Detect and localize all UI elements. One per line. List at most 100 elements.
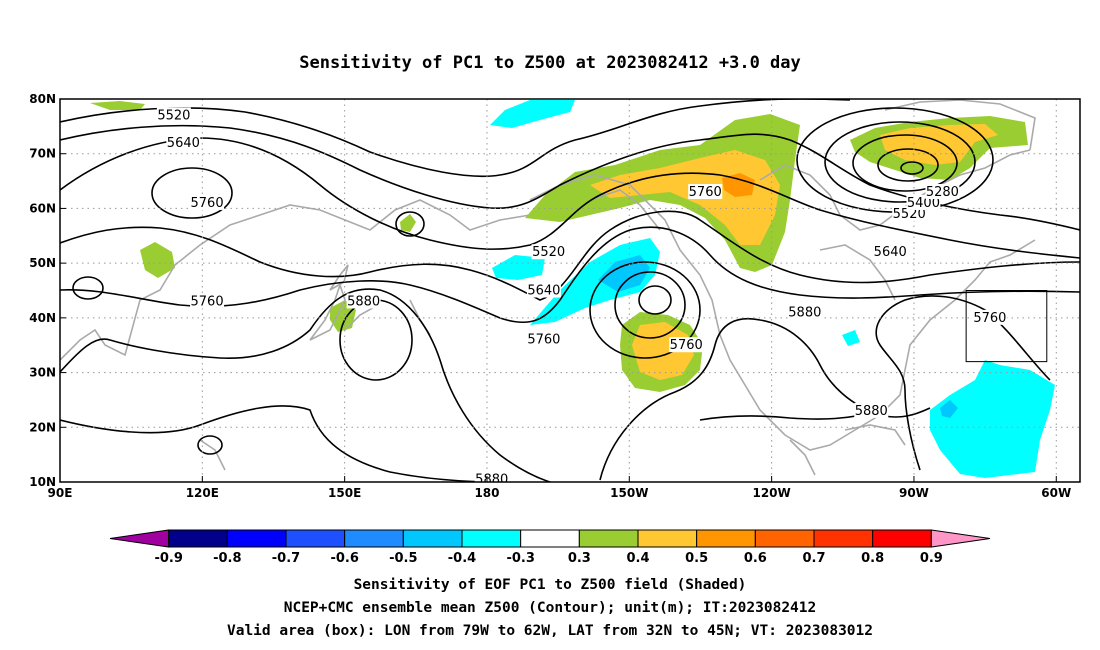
lon-tick-label: 150E <box>328 486 361 500</box>
lat-tick-label: 10N <box>29 475 56 489</box>
contour-label: 5280 <box>926 185 959 200</box>
colorbar-swatch <box>461 529 522 548</box>
colorbar-label: -0.8 <box>213 551 241 566</box>
map-frame <box>59 98 1081 483</box>
contour-label-bg <box>526 282 561 298</box>
shade-negative-gulf-of-alaska <box>492 255 545 280</box>
contour-label: 5880 <box>788 305 821 320</box>
contour-label-bg <box>190 293 225 309</box>
longitude-axis: 90E 120E 150E 180 150W 120W 90W 60W <box>48 476 1071 500</box>
colorbar-swatch <box>696 529 756 548</box>
colorbar-swatch <box>754 529 815 548</box>
contour-label: 5760 <box>191 196 224 211</box>
grid-lines <box>60 99 1080 482</box>
shade-negative-east-coast <box>842 330 860 346</box>
shade-negative-arctic <box>490 100 575 128</box>
colorbar-swatch <box>285 529 346 548</box>
contour-label-bg <box>873 244 908 260</box>
contour-label: 5640 <box>167 136 200 151</box>
colorbar-label: 0.5 <box>685 551 708 566</box>
contour-label-bg <box>190 194 225 210</box>
contour-label-bg <box>669 337 704 353</box>
lon-tick-label: 60W <box>1041 486 1071 500</box>
latitude-axis: 80N 70N 60N 50N 40N 30N 20N 10N <box>29 92 66 489</box>
lat-tick-label: 50N <box>29 256 56 270</box>
shade-positive-north-pacific-small <box>140 242 175 278</box>
colorbar-label: 0.7 <box>802 551 825 566</box>
colorbar-swatch <box>520 529 580 548</box>
contour-label: 5880 <box>475 472 508 487</box>
colorbar-label: -0.7 <box>272 551 300 566</box>
lat-tick-label: 60N <box>29 201 56 215</box>
lat-tick-label: 80N <box>29 92 56 106</box>
colorbar-swatch <box>109 529 170 548</box>
contour-label: 5520 <box>893 207 926 222</box>
colorbar-label: 0.9 <box>920 551 943 566</box>
sensitivity-shading <box>90 100 1055 478</box>
lat-tick-label: 30N <box>29 366 56 380</box>
colorbar-label: 0.3 <box>568 551 591 566</box>
contour-label-bg <box>688 184 723 200</box>
colorbar-label: -0.6 <box>330 551 358 566</box>
contour-label-bg <box>854 402 889 418</box>
contour-label: 5640 <box>527 284 560 299</box>
contour-label-bg <box>474 471 509 482</box>
contour-label: 5880 <box>855 404 888 419</box>
colorbar-swatch <box>402 529 463 548</box>
colorbar-swatch <box>872 529 932 548</box>
footer-line-1: Sensitivity of EOF PC1 to Z500 field (Sh… <box>354 577 747 593</box>
contour-label: 5760 <box>191 294 224 309</box>
contour-label: 5760 <box>689 185 722 200</box>
footer-line-3: Valid area (box): LON from 79W to 62W, L… <box>227 623 873 639</box>
contour-label: 5760 <box>670 338 703 353</box>
contour-label: 5520 <box>157 108 190 123</box>
shade-negative-atlantic-core <box>940 400 958 418</box>
contour-label: 5640 <box>874 245 907 260</box>
shade-positive-canada-max <box>722 173 755 197</box>
contour-label: 5880 <box>347 294 380 309</box>
shade-positive-kamchatka <box>400 214 416 232</box>
contour-label-bg <box>787 304 822 320</box>
contour-label: 5760 <box>527 333 560 348</box>
colorbar-label: -0.5 <box>389 551 417 566</box>
contour-label-bg <box>526 331 561 347</box>
lat-tick-label: 20N <box>29 420 56 434</box>
colorbar-swatch <box>226 529 287 548</box>
contour-label-bg <box>925 184 960 200</box>
colorbar-swatch <box>344 529 404 548</box>
colorbar-label: -0.3 <box>506 551 534 566</box>
colorbar-swatch <box>578 529 639 548</box>
lon-tick-label: 150W <box>610 486 648 500</box>
contour-label-bg <box>166 134 201 150</box>
lon-tick-label: 120E <box>186 486 219 500</box>
colorbar-label: 0.4 <box>626 551 649 566</box>
shade-negative-pacific-core <box>598 255 650 292</box>
coastlines <box>60 99 1036 476</box>
contour-label: 5760 <box>973 311 1006 326</box>
colorbar-label: -0.9 <box>154 551 182 566</box>
lat-tick-label: 40N <box>29 311 56 325</box>
figure-title: Sensitivity of PC1 to Z500 at 2023082412… <box>299 53 801 73</box>
valid-area-box <box>965 290 1048 363</box>
lon-tick-label: 90W <box>899 486 929 500</box>
shade-positive-siberia <box>90 101 145 110</box>
contour-label-bg <box>156 107 191 123</box>
shade-positive-greenland-core <box>880 124 998 165</box>
map-panel: 5520 5640 5760 5760 5880 5520 5640 5760 5760 5760… <box>29 92 1081 500</box>
lon-tick-label: 90E <box>48 486 73 500</box>
colorbar-swatch <box>168 529 228 548</box>
contour-label-bg <box>972 309 1007 325</box>
shade-positive-california-core <box>632 322 694 380</box>
shade-positive-canada-core <box>590 150 780 245</box>
lon-tick-label: 180 <box>474 486 499 500</box>
contour-labels: 5520 5640 5760 5760 5880 5520 5640 5760 5760 5760… <box>156 107 1007 487</box>
colorbar-label: 0.6 <box>744 551 767 566</box>
colorbar: -0.9 -0.8 -0.7 -0.6 -0.5 -0.4 -0.3 0.3 0.4 0.5 0.6… <box>109 529 991 566</box>
lon-tick-label: 120W <box>752 486 790 500</box>
contour-label: 5400 <box>907 196 940 211</box>
contour-label: 5520 <box>532 245 565 260</box>
contour-label-bg <box>531 244 566 260</box>
contour-label-bg <box>346 293 381 309</box>
colorbar-swatch <box>637 529 698 548</box>
